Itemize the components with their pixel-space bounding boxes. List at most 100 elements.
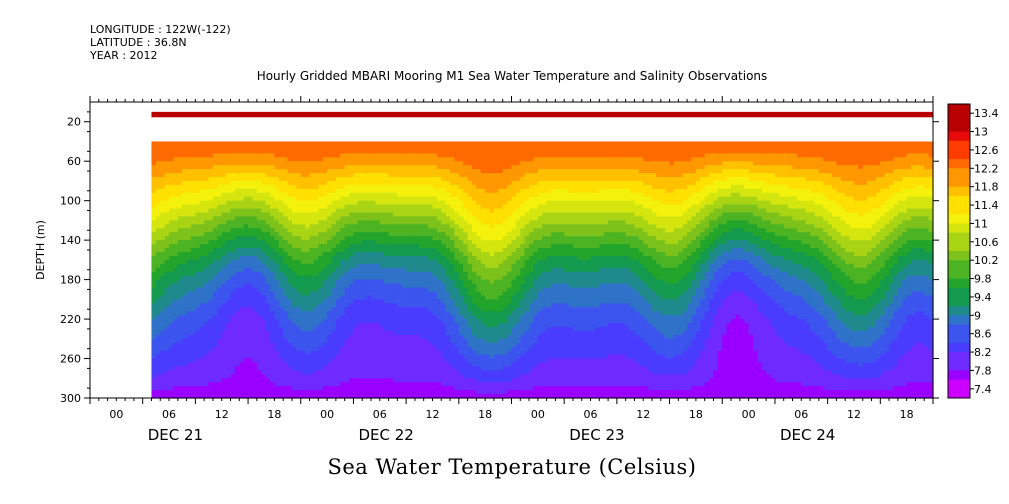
heat-cell [177,141,183,147]
heat-cell [278,350,284,356]
heat-cell [291,382,297,387]
heat-cell [221,307,227,312]
heat-cell [366,330,372,336]
heat-cell [392,259,398,265]
heat-cell [432,303,438,308]
heat-cell [471,212,477,218]
heat-cell [173,204,179,210]
heat-cell [450,176,456,182]
heat-cell [454,299,460,304]
heat-cell [190,188,196,194]
heat-cell [384,165,390,170]
heat-cell [204,378,210,383]
heat-cell [204,161,210,166]
heat-cell [261,307,267,312]
heat-cell [480,196,486,202]
heat-cell [371,196,376,202]
heat-cell [283,311,289,316]
heat-cell [340,204,346,210]
heat-cell [357,188,363,194]
heat-cell [221,232,227,237]
heat-cell [410,188,416,194]
heat-cell [300,354,306,360]
heat-cell [195,196,201,202]
heat-cell [344,315,350,320]
heat-cell [384,307,390,312]
heat-cell [476,366,482,371]
heat-cell [313,386,319,391]
heat-cell [428,244,434,249]
heat-cell [261,173,267,178]
heat-cell [384,251,390,257]
heat-cell [256,263,262,269]
heat-cell [371,165,376,170]
heat-cell [450,149,456,154]
heat-cell [414,382,420,387]
heat-cell [366,204,372,210]
heat-cell [199,267,205,273]
heat-cell [204,319,210,324]
heat-cell [305,354,311,360]
heat-cell [397,224,403,229]
heat-cell [322,240,328,245]
heat-cell [467,259,473,265]
heat-cell [467,346,473,352]
heat-cell [327,291,333,296]
heat-cell [305,196,311,202]
heat-cell [344,236,350,241]
heat-cell [300,220,306,225]
heat-cell [226,346,232,352]
heat-cell [212,176,218,182]
heat-cell [265,228,271,233]
heat-cell [353,319,359,324]
heat-cell [432,196,438,202]
heat-cell [248,212,254,218]
heat-cell [204,204,210,210]
heat-cell [428,390,434,395]
heat-cell [392,267,398,273]
heat-cell [199,319,205,324]
heat-cell [349,255,355,261]
heat-cell [204,267,210,273]
heat-cell [274,323,280,328]
heat-cell [248,236,254,241]
heat-cell [296,291,302,296]
heat-cell [221,291,227,296]
heat-cell [335,326,341,332]
heat-cell [445,287,451,293]
heat-cell [463,382,469,387]
heat-cell [406,358,412,364]
heat-cell [256,169,262,174]
heat-cell [243,267,249,273]
heat-cell [283,319,289,324]
heat-cell [353,153,359,158]
heat-cell [160,208,166,214]
heat-cell [340,240,346,245]
heat-cell [234,334,240,340]
heat-cell [414,176,420,182]
heat-cell [366,232,372,237]
heat-cell [471,382,477,387]
heat-cell [406,161,412,166]
heat-cell [230,390,236,395]
heat-cell [371,188,376,194]
heat-cell [274,208,280,214]
heat-cell [204,311,210,316]
heat-cell [388,157,394,162]
heat-cell [204,169,210,174]
heat-cell [419,326,425,332]
heat-cell [436,394,442,399]
heat-cell [379,307,385,312]
heat-cell [234,295,240,300]
heat-cell [169,263,175,269]
heat-cell [243,153,249,158]
heat-cell [195,236,201,241]
heat-cell [353,315,359,320]
heat-cell [388,169,394,174]
heat-cell [476,315,482,320]
heat-cell [340,145,346,150]
heat-cell [467,212,473,218]
heat-cell [436,248,442,253]
heat-cell [485,161,491,166]
heat-cell [414,374,420,379]
